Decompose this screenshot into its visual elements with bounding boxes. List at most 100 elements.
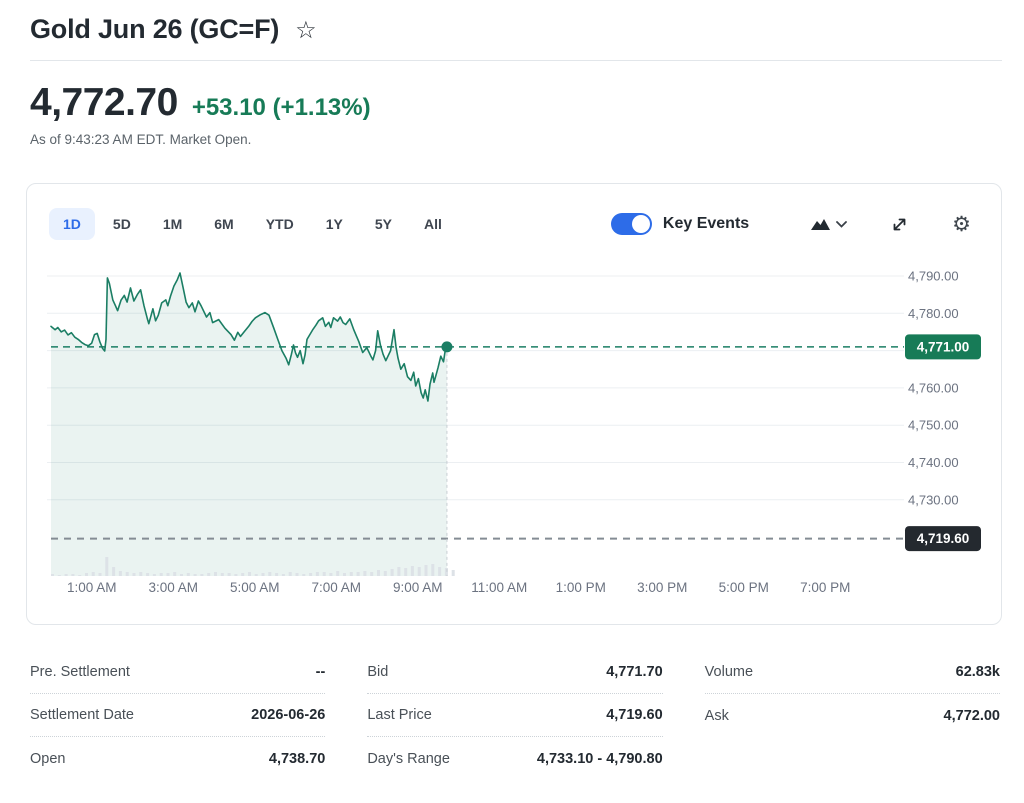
volume-bar (200, 574, 204, 576)
quote-table: Pre. Settlement -- Settlement Date 2026-06-… (30, 651, 1000, 780)
chart-toolbar: 1D 5D 1M 6M YTD 1Y 5Y All Key Events (27, 184, 1001, 244)
previous-close-badge (905, 526, 981, 552)
y-axis-label: 4,780.00 (908, 306, 959, 321)
x-axis-label: 7:00 AM (311, 580, 361, 595)
volume-bar (214, 572, 217, 576)
x-axis-label: 7:00 PM (800, 580, 850, 595)
volume-bar (78, 575, 82, 576)
quote-label: Day's Range (367, 750, 450, 767)
x-axis-label: 1:00 AM (67, 580, 117, 595)
quote-value: 4,733.10 - 4,790.80 (536, 750, 663, 767)
quote-row: Last Price 4,719.60 (367, 694, 663, 737)
volume-bar (234, 574, 238, 576)
tab-ytd[interactable]: YTD (265, 216, 294, 232)
key-events-group: Key Events (610, 213, 749, 235)
quote-value: 4,738.70 (268, 750, 326, 767)
current-price-badge (905, 334, 981, 360)
quote-row: Ask 4,772.00 (705, 694, 1000, 737)
volume-bar (302, 574, 306, 576)
tab-5d[interactable]: 5D (112, 216, 131, 232)
volume-bar (112, 567, 116, 576)
as-of-text: As of 9:43:23 AM EDT. Market Open. (30, 132, 252, 147)
quote-column-1: Pre. Settlement -- Settlement Date 2026-06-… (30, 651, 326, 780)
quote-row: Open 4,738.70 (30, 737, 325, 780)
volume-bar (356, 572, 360, 576)
quote-value: 4,719.60 (606, 707, 663, 723)
quote-label: Open (30, 750, 66, 767)
quote-row: Day's Range 4,733.10 - 4,790.80 (367, 737, 662, 780)
quote-row: Pre. Settlement -- (30, 651, 326, 694)
volume-bar (152, 574, 156, 576)
x-axis-label: 9:00 AM (393, 580, 443, 595)
area-chart-icon (811, 219, 831, 230)
tab-6m[interactable]: 6M (214, 216, 234, 232)
x-axis-label: 5:00 PM (719, 580, 769, 595)
quote-column-3: Volume 62.83k Ask 4,772.00 (704, 651, 1000, 780)
x-axis-label: 3:00 AM (148, 580, 198, 595)
volume-bar (91, 572, 95, 576)
x-axis-label: 5:00 AM (230, 580, 280, 595)
tab-5y[interactable]: 5Y (374, 216, 392, 232)
quote-label: Last Price (367, 707, 432, 723)
volume-bar (397, 567, 401, 576)
y-axis-label: 4,740.00 (908, 455, 959, 470)
key-events-toggle[interactable] (610, 213, 652, 235)
price-line (50, 272, 448, 402)
volume-bar (424, 565, 428, 576)
volume-bar (444, 568, 448, 576)
volume-bar (417, 567, 421, 576)
page-title: Gold Jun 26 (GC=F) (30, 14, 280, 44)
volume-bar (329, 573, 333, 576)
chart-tools: ⚙ (811, 211, 971, 236)
volume-bar (383, 571, 387, 576)
volume-bar (336, 571, 340, 576)
volume-bar (85, 573, 88, 576)
y-axis-label: 4,730.00 (908, 492, 959, 507)
volume-bar (173, 572, 177, 576)
gear-icon: ⚙ (952, 211, 971, 236)
tab-1m[interactable]: 1M (162, 216, 183, 232)
volume-bar (125, 572, 129, 576)
quote-label: Bid (367, 664, 389, 680)
current-price-badge-label: 4,771.00 (917, 339, 970, 354)
header-divider (30, 60, 1002, 61)
quote-value: 2026-06-26 (251, 707, 326, 723)
range-tabs: 1D 5D 1M 6M YTD 1Y 5Y All (49, 208, 456, 240)
volume-bar (451, 570, 455, 576)
chart-card: 1D 5D 1M 6M YTD 1Y 5Y All Key Events (26, 183, 1002, 625)
tab-1d[interactable]: 1D (49, 208, 95, 240)
volume-bar (186, 573, 190, 576)
watchlist-star-icon[interactable]: ☆ (295, 15, 317, 44)
title-row: Gold Jun 26 (GC=F) ☆ (30, 14, 1002, 45)
tab-1y[interactable]: 1Y (325, 216, 343, 232)
quote-label: Volume (704, 664, 754, 680)
tab-all[interactable]: All (423, 216, 442, 232)
previous-close-badge-label: 4,719.60 (917, 531, 970, 546)
volume-bar (220, 573, 224, 576)
quote-row: Settlement Date 2026-06-26 (30, 694, 326, 737)
volume-bar (241, 573, 245, 576)
volume-bar (268, 572, 272, 576)
price-change: +53.10 (+1.13%) (192, 94, 371, 122)
volume-bar (180, 574, 183, 576)
volume-bar (288, 572, 292, 576)
price-chart[interactable]: 4,790.00 4,780.00 4,760.00 4,750.00 4,740.00… (27, 244, 1001, 624)
volume-bar (261, 573, 265, 576)
x-axis-label: 11:00 AM (471, 580, 527, 595)
fullscreen-button[interactable] (891, 216, 908, 233)
quote-row: Bid 4,771.70 (367, 651, 663, 694)
y-axis-label: 4,760.00 (908, 380, 959, 395)
volume-bar (295, 573, 299, 576)
chart-settings-button[interactable]: ⚙ (952, 211, 971, 236)
volume-bar (370, 572, 374, 576)
volume-bar (438, 567, 442, 576)
quote-label: Settlement Date (30, 707, 134, 723)
quote-value: -- (315, 664, 326, 680)
volume-bar (281, 574, 285, 576)
quote-value: 4,772.00 (943, 707, 1000, 724)
volume-bar (207, 573, 211, 576)
volume-bar (118, 571, 122, 576)
chart-type-button[interactable] (811, 218, 848, 230)
current-price: 4,772.70 (30, 81, 178, 124)
volume-bar (166, 573, 170, 576)
